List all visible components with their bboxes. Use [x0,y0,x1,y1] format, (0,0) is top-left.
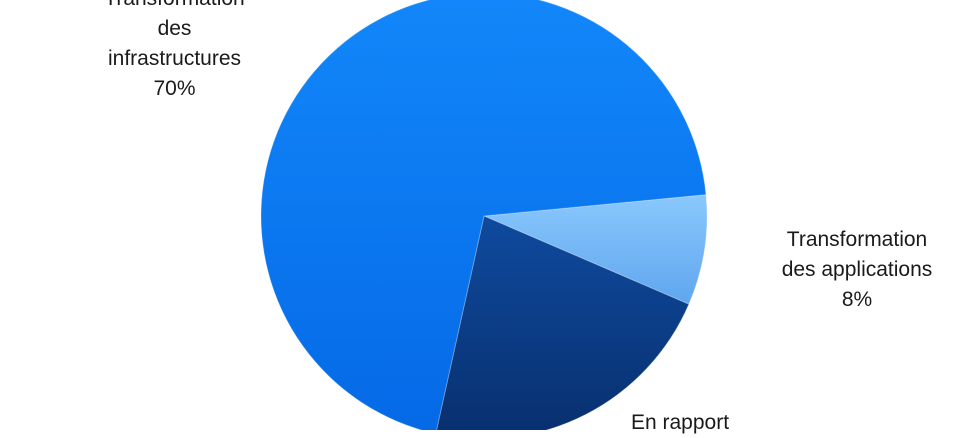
slice-label-en-rapport: En rapport [590,408,770,438]
pie-slice-infrastructures [260,0,707,430]
slice-label-line: En rapport [630,411,730,434]
slice-label-applications: Transformation des applications 8% [752,225,962,315]
slice-label-line: des [157,17,192,40]
slice-value-label: 8% [841,288,873,311]
slice-label-line: infrastructures [107,47,242,70]
slice-label-line: des applications [781,258,933,281]
pie-slice-en-rapport [436,215,690,430]
slice-label-line: Transformation [72,0,277,14]
pie-slice-applications [483,194,708,305]
slice-label-infrastructures: Transformation des infrastructures 70% [72,0,277,104]
slice-label-line: Transformation [786,228,928,251]
slice-value-label: 70% [153,77,196,100]
